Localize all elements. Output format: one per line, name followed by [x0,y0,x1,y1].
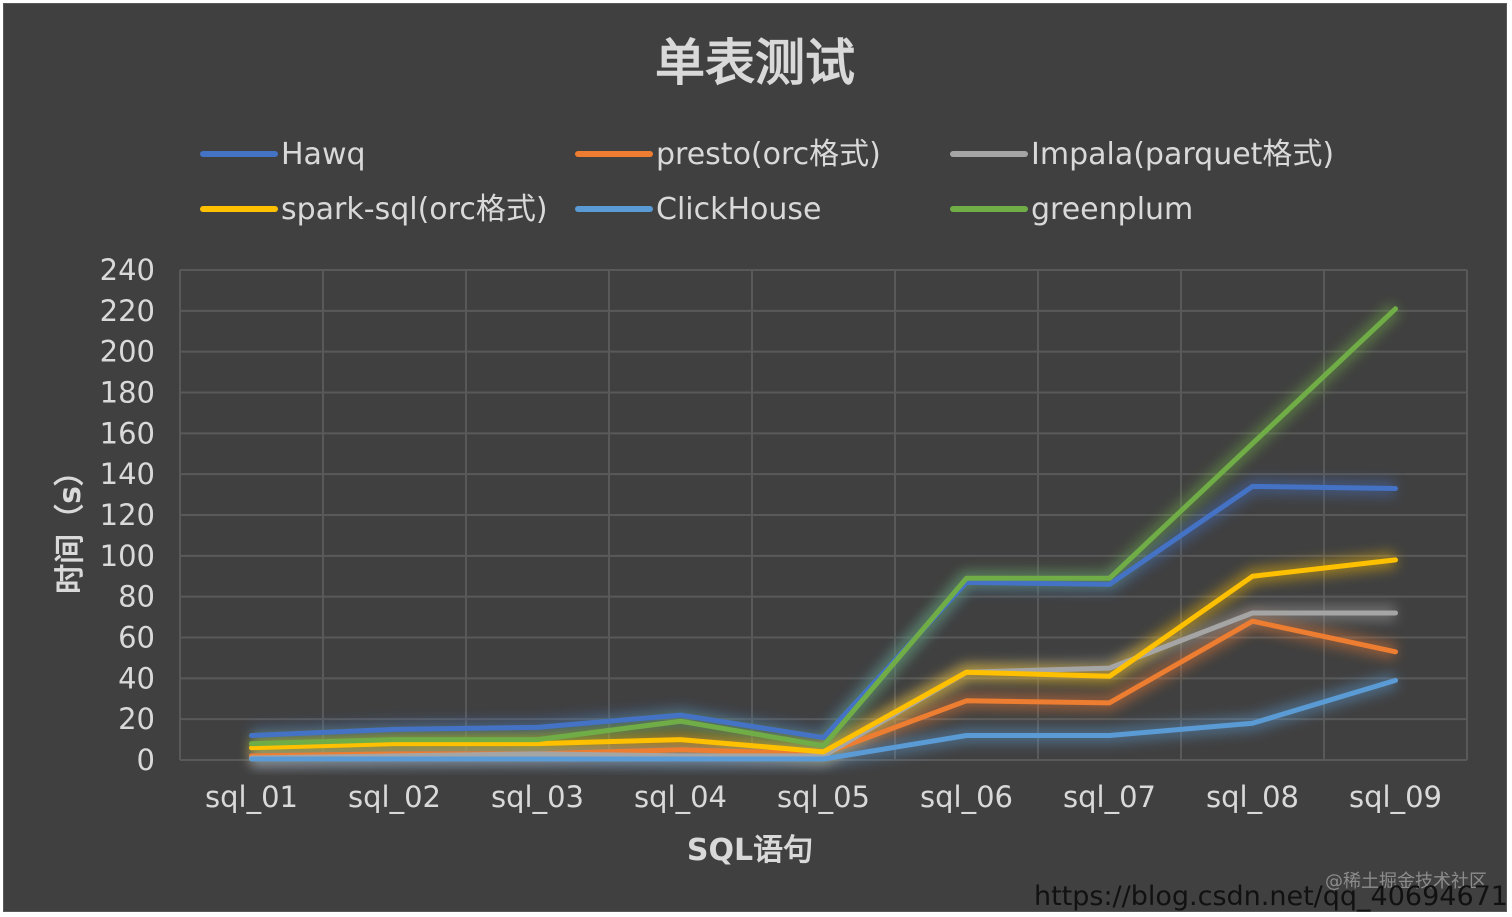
y-tick-label: 40 [118,661,155,695]
y-tick-label: 20 [118,702,155,736]
chart-title: 单表测试 [655,34,855,92]
y-tick-label: 120 [100,498,155,532]
y-axis-ticks: 0 20 40 60 80 100 120 140 160 180 200 220 240 [100,253,155,777]
legend-item: Hawq [200,137,366,172]
legend-label: Hawq [281,137,366,172]
legend-item: ClickHouse [575,192,822,227]
series-line-0 [249,483,1398,741]
y-tick-label: 60 [118,621,155,655]
y-tick-label: 0 [137,743,155,777]
x-tick-label: sql_04 [634,780,727,814]
legend-item: spark-sql(orc格式) [200,192,548,227]
legend: Hawq presto(orc格式) Impala(parquet格式) spark-… [200,137,1334,227]
series-line-2 [249,610,1398,761]
x-tick-label: sql_08 [1206,780,1299,814]
x-tick-label: sql_01 [205,780,298,814]
y-tick-label: 180 [100,376,155,410]
legend-label: ClickHouse [656,192,822,227]
x-tick-label: sql_05 [777,780,870,814]
x-tick-label: sql_07 [1063,780,1156,814]
y-tick-label: 200 [100,335,155,369]
legend-label: spark-sql(orc格式) [281,192,548,227]
x-tick-label: sql_02 [348,780,441,814]
legend-item: Impala(parquet格式) [950,137,1334,172]
legend-label: greenplum [1031,192,1193,227]
x-axis-ticks: sql_01 sql_02 sql_03 sql_04 sql_05 sql_06 sql_… [205,780,1442,814]
legend-item: presto(orc格式) [575,137,881,172]
y-tick-label: 160 [100,416,155,450]
x-tick-label: sql_03 [491,780,584,814]
y-tick-label: 80 [118,580,155,614]
x-tick-label: sql_09 [1349,780,1442,814]
y-axis-title: 时间（s） [53,456,88,594]
series-line-5 [249,306,1398,749]
legend-label: presto(orc格式) [656,137,881,172]
series-line-3 [249,557,1398,755]
legend-item: greenplum [950,192,1193,227]
x-tick-label: sql_06 [920,780,1013,814]
x-axis-title: SQL语句 [687,833,813,868]
series-line-4 [249,677,1398,762]
watermark-faint: @稀土掘金技术社区 [1325,871,1487,892]
series-layer [249,306,1398,762]
y-tick-label: 140 [100,457,155,491]
watermark-url: https://blog.csdn.net/qq_40694671 [1034,881,1508,912]
y-tick-label: 240 [100,253,155,287]
series-glow-layer [251,302,1401,767]
legend-label: Impala(parquet格式) [1031,137,1334,172]
series-glow-0 [251,478,1396,746]
y-tick-label: 100 [100,539,155,573]
plot-grid [179,269,1468,761]
series-glow-5 [251,302,1401,754]
y-tick-label: 220 [100,294,155,328]
